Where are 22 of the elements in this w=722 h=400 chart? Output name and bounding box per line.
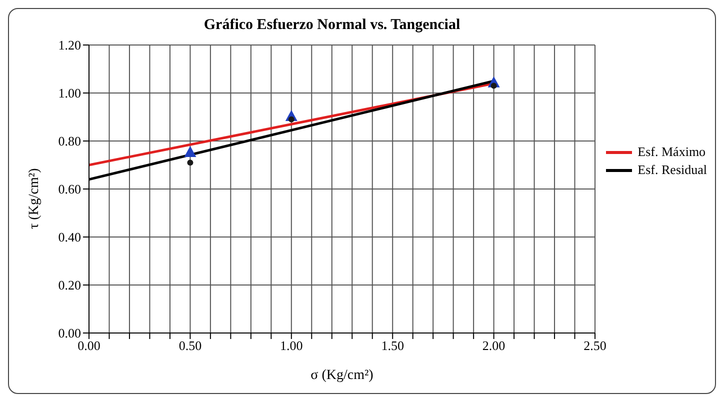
point bbox=[187, 160, 194, 166]
chart-title: Gráfico Esfuerzo Normal vs. Tangencial bbox=[202, 17, 462, 34]
x-axis-title: σ (Kg/cm²) bbox=[310, 368, 374, 383]
x-tick-label: 1.00 bbox=[280, 338, 303, 354]
x-tick-label: 0.50 bbox=[178, 338, 202, 354]
y-tick-label: 0.60 bbox=[58, 182, 81, 197]
y-tick-label: 0.20 bbox=[58, 278, 81, 293]
y-tick-label: 1.20 bbox=[58, 38, 81, 53]
y-axis-title: τ (Kg/cm²) bbox=[26, 168, 42, 229]
y-tick-label: 0.40 bbox=[58, 230, 81, 245]
x-tick-label: 2.50 bbox=[584, 338, 606, 354]
x-tick-label: 0.00 bbox=[78, 338, 100, 354]
y-tick-label: 0.80 bbox=[58, 134, 81, 149]
point bbox=[490, 82, 497, 89]
x-tick-label: 2.00 bbox=[482, 338, 506, 354]
point bbox=[288, 116, 294, 122]
point bbox=[184, 146, 196, 157]
x-tick-label: 1.50 bbox=[381, 338, 404, 354]
legend-label: Esf. Máximo bbox=[638, 144, 706, 160]
y-tick-label: 0.00 bbox=[58, 326, 81, 341]
y-tick-label: 1.00 bbox=[58, 86, 81, 101]
legend-label: Esf. Residual bbox=[638, 162, 707, 178]
